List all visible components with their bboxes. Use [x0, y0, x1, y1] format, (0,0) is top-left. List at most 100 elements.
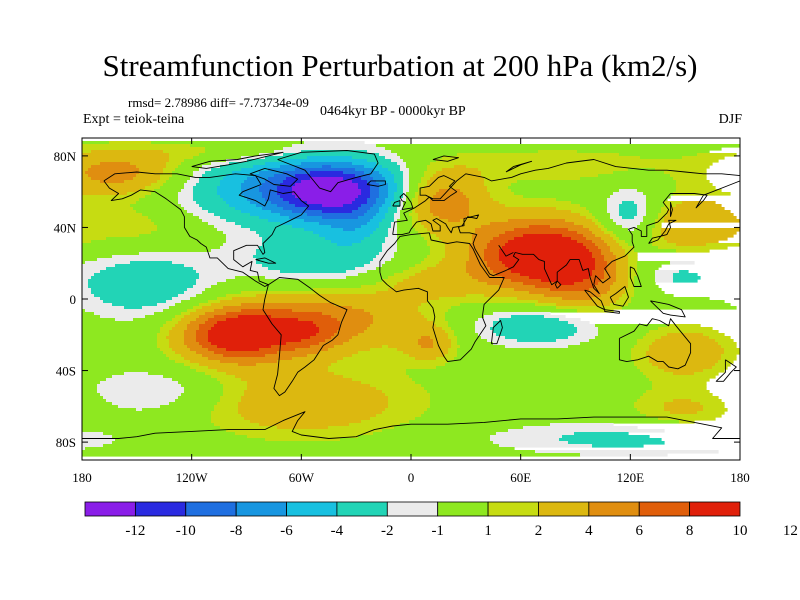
- colorbar-label: -6: [280, 523, 293, 539]
- contour-cell: [646, 333, 668, 337]
- contour-cell: [430, 399, 638, 403]
- contour-cell: [445, 249, 470, 253]
- contour-cell: [196, 336, 209, 340]
- contour-cell: [352, 156, 386, 160]
- contour-cell: [166, 321, 179, 325]
- contour-cell: [247, 387, 377, 391]
- contour-cell: [82, 363, 185, 367]
- contour-cell: [430, 336, 449, 340]
- contour-cell: [469, 207, 557, 211]
- contour-cell: [490, 240, 509, 244]
- colorbar-swatch: [185, 501, 237, 517]
- contour-cell: [283, 147, 386, 151]
- contour-cell: [409, 183, 419, 187]
- contour-cell: [205, 147, 284, 151]
- contour-cell: [613, 282, 629, 286]
- contour-cell: [409, 276, 473, 280]
- contour-cell: [562, 234, 584, 238]
- coastline-antarctica: [82, 411, 740, 439]
- contour-cell: [601, 237, 614, 241]
- contour-cell: [346, 276, 389, 280]
- contour-cell: [82, 240, 92, 244]
- coastline-new-zealand: [715, 359, 737, 382]
- contour-cell: [220, 399, 242, 403]
- contour-cell: [352, 210, 368, 214]
- contour-cell: [475, 324, 494, 328]
- contour-cell: [487, 189, 512, 193]
- contour-cell: [619, 153, 698, 157]
- contour-cell: [700, 402, 725, 406]
- contour-cell: [82, 246, 221, 250]
- contour-cell: [622, 246, 635, 250]
- contour-cell: [502, 261, 596, 265]
- contour-cell: [211, 375, 236, 379]
- contour-cell: [208, 336, 311, 340]
- contour-cell: [151, 219, 203, 223]
- contour-cell: [571, 237, 587, 241]
- contour-cell: [610, 288, 626, 292]
- contour-cell: [82, 264, 116, 268]
- contour-cell: [577, 309, 614, 313]
- contour-cell: [436, 366, 638, 370]
- contour-cell: [163, 351, 176, 355]
- contour-cell: [157, 303, 176, 307]
- colorbar-swatch: [386, 501, 439, 517]
- contour-cell: [241, 183, 263, 187]
- contour-cell: [661, 210, 668, 214]
- contour-cell: [589, 249, 602, 253]
- contour-cell: [241, 309, 293, 313]
- contour-cell: [637, 273, 656, 277]
- contour-cell: [607, 210, 620, 214]
- contour-cell: [607, 204, 620, 208]
- contour-cell: [211, 168, 242, 172]
- colorbar-swatch: [689, 501, 741, 517]
- contour-cell: [361, 189, 371, 193]
- contour-cell: [388, 183, 398, 187]
- coastline-java: [604, 309, 620, 314]
- contour-cell: [382, 243, 398, 247]
- contour-cell: [172, 318, 182, 322]
- contour-cell: [490, 195, 524, 199]
- contour-cell: [241, 168, 269, 172]
- contour-cell: [448, 351, 458, 355]
- contour-cell: [499, 255, 593, 259]
- contour-cell: [439, 189, 461, 193]
- colorbar-swatch: [286, 501, 338, 517]
- contour-cell: [469, 210, 572, 214]
- contour-cell: [175, 351, 197, 355]
- contour-cell: [676, 249, 710, 253]
- contour-cell: [199, 315, 215, 319]
- contour-cell: [619, 237, 653, 241]
- x-tick-label: 60W: [289, 470, 315, 485]
- contour-cell: [382, 279, 404, 283]
- contour-cell: [322, 165, 332, 169]
- contour-cell: [82, 432, 104, 436]
- contour-cell: [130, 261, 173, 265]
- contour-cell: [490, 438, 560, 442]
- contour-cell: [226, 174, 254, 178]
- contour-cell: [514, 237, 572, 241]
- contour-cell: [421, 189, 440, 193]
- contour-cell: [403, 201, 413, 205]
- contour-cell: [454, 357, 632, 361]
- chart-title: Streamfunction Perturbation at 200 hPa (…: [102, 48, 698, 83]
- contour-cell: [469, 213, 581, 217]
- contour-cell: [637, 267, 659, 271]
- contour-cell: [82, 276, 92, 280]
- contour-cell: [523, 282, 560, 286]
- contour-cell: [199, 168, 212, 172]
- contour-cell: [265, 354, 308, 358]
- contour-cell: [244, 195, 263, 199]
- contour-cell: [640, 396, 719, 400]
- contour-cell: [196, 333, 209, 337]
- contour-cell: [652, 387, 707, 391]
- contour-cell: [394, 216, 401, 220]
- contour-cell: [373, 315, 425, 319]
- contour-cell: [388, 210, 398, 214]
- contour-cell: [517, 180, 677, 184]
- contour-cell: [388, 186, 398, 190]
- contour-cell: [469, 258, 485, 262]
- contour-cell: [538, 150, 578, 154]
- contour-cell: [217, 189, 242, 193]
- contour-cell: [82, 216, 149, 220]
